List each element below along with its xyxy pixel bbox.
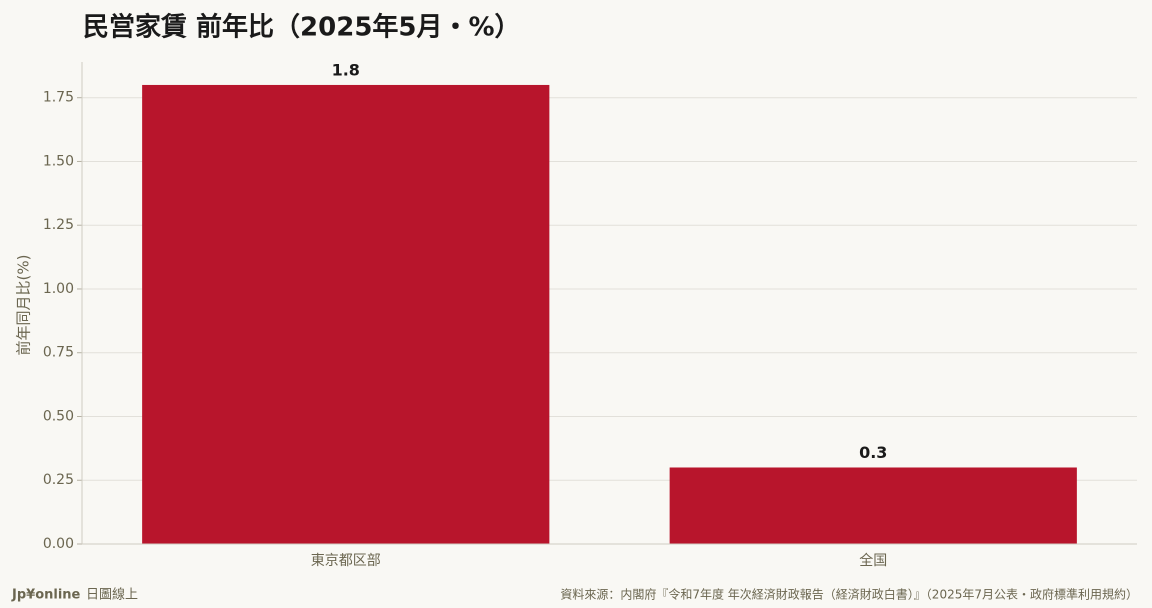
y-axis-label: 前年同月比(%) bbox=[15, 255, 33, 356]
y-tick-label: 0.75 bbox=[43, 345, 74, 361]
y-tick-label: 0.25 bbox=[43, 472, 74, 488]
y-tick-label: 1.00 bbox=[43, 281, 74, 297]
x-tick-label: 東京都区部 bbox=[311, 553, 381, 569]
bar bbox=[669, 467, 1077, 544]
data-label: 1.8 bbox=[332, 60, 360, 79]
source: 資料來源：内閣府『令和7年度 年次経済財政報告（経済財政白書）』（2025年7月… bbox=[560, 587, 1138, 602]
y-tick-label: 1.75 bbox=[43, 90, 74, 106]
y-tick-label: 0.00 bbox=[43, 536, 74, 552]
y-tick-label: 0.50 bbox=[43, 408, 74, 424]
brand-sub: 日圖線上 bbox=[86, 587, 138, 603]
bar bbox=[142, 84, 550, 544]
data-label: 0.3 bbox=[859, 443, 887, 462]
brand: Jp¥online bbox=[11, 588, 81, 603]
y-tick-label: 1.25 bbox=[43, 217, 74, 233]
chart-title: 民営家賃 前年比（2025年5月・%） bbox=[83, 12, 521, 43]
x-tick-label: 全国 bbox=[859, 552, 887, 569]
y-tick-label: 1.50 bbox=[43, 153, 74, 169]
